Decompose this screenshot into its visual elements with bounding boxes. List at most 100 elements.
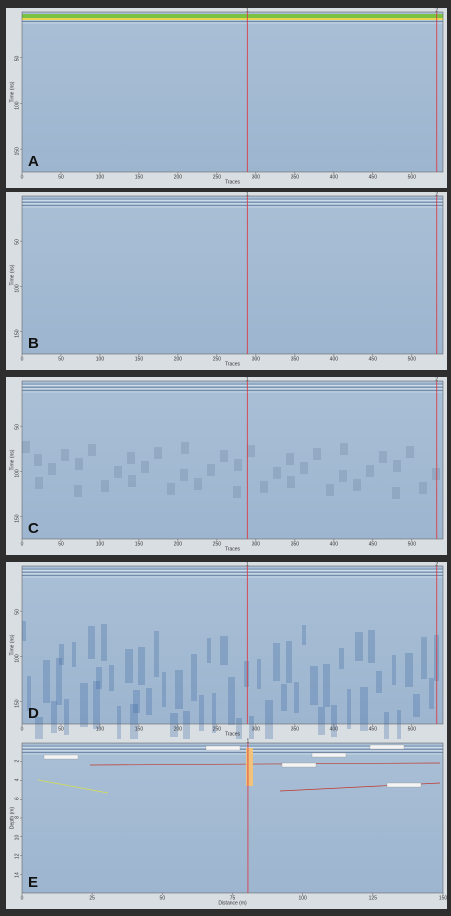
noise xyxy=(51,701,57,733)
noise xyxy=(405,653,413,687)
x-tick-label: 400 xyxy=(330,726,339,732)
x-tick-label: 100 xyxy=(96,356,105,362)
y-axis-label: Time (ns) xyxy=(9,634,15,655)
x-tick-label: 200 xyxy=(174,174,183,180)
noise xyxy=(88,626,95,659)
radargram xyxy=(22,12,443,172)
noise xyxy=(109,665,114,691)
x-tick-label: 250 xyxy=(213,726,222,732)
x-tick-label: 50 xyxy=(58,174,64,180)
x-tick-label: 450 xyxy=(369,356,378,362)
noise xyxy=(392,655,396,685)
marker-label: 1 xyxy=(246,191,249,197)
noise xyxy=(56,658,62,705)
noise xyxy=(310,666,318,705)
noise xyxy=(101,624,107,661)
y-tick-label: 150 xyxy=(14,329,20,338)
noise xyxy=(199,695,204,731)
y-tick-label: 6 xyxy=(14,797,20,800)
noise xyxy=(421,637,427,679)
x-tick-label: 150 xyxy=(135,174,144,180)
x-tick-label: 500 xyxy=(408,174,417,180)
x-axis-label: Distance (m) xyxy=(218,900,247,906)
x-tick-label: 50 xyxy=(58,726,64,732)
x-tick-label: 400 xyxy=(330,174,339,180)
noise xyxy=(392,487,400,499)
marker-label: 1 xyxy=(246,376,249,382)
borehole-log xyxy=(246,748,253,786)
annotation-box xyxy=(44,755,78,759)
marker-label: 2 xyxy=(435,7,438,13)
x-tick-label: 350 xyxy=(291,356,300,362)
noise xyxy=(170,713,178,737)
noise xyxy=(360,687,368,731)
x-tick-label: 450 xyxy=(369,541,378,547)
noise xyxy=(313,448,321,460)
y-tick-label: 10 xyxy=(14,835,20,841)
noise xyxy=(406,446,414,458)
noise xyxy=(294,682,299,713)
noise xyxy=(413,694,420,717)
x-tick-label: 450 xyxy=(369,726,378,732)
y-tick-label: 150 xyxy=(14,147,20,156)
noise xyxy=(300,462,308,474)
x-tick-label: 200 xyxy=(174,356,183,362)
noise xyxy=(125,649,133,683)
noise xyxy=(180,469,188,481)
x-tick-label: 450 xyxy=(369,174,378,180)
x-axis-label: Traces xyxy=(225,361,241,367)
noise xyxy=(181,442,189,454)
noise xyxy=(220,450,228,462)
noise xyxy=(339,648,344,669)
marker-label: 1 xyxy=(247,738,250,744)
x-tick-label: 150 xyxy=(135,541,144,547)
x-tick-label: 150 xyxy=(439,895,448,901)
page: 05010015020025030035040045050050100150Tr… xyxy=(0,0,451,916)
x-axis-label: Traces xyxy=(225,731,241,737)
x-tick-label: 0 xyxy=(21,895,24,901)
noise xyxy=(194,478,202,490)
x-tick-label: 0 xyxy=(21,726,24,732)
x-tick-label: 200 xyxy=(174,541,183,547)
y-axis-label: Time (ns) xyxy=(9,449,15,470)
x-tick-label: 300 xyxy=(252,174,261,180)
x-tick-label: 0 xyxy=(21,356,24,362)
noise xyxy=(286,641,292,683)
noise xyxy=(35,477,43,489)
noise xyxy=(74,485,82,497)
noise xyxy=(138,647,145,685)
noise xyxy=(340,443,348,455)
noise xyxy=(244,661,249,687)
marker-label: 2 xyxy=(435,191,438,197)
noise xyxy=(88,444,96,456)
annotation-box xyxy=(312,753,346,757)
noise xyxy=(207,464,215,476)
noise xyxy=(167,483,175,495)
noise xyxy=(368,630,375,663)
x-tick-label: 250 xyxy=(213,174,222,180)
noise xyxy=(48,463,56,475)
x-tick-label: 25 xyxy=(89,895,95,901)
noise xyxy=(286,453,294,465)
noise xyxy=(191,654,197,701)
noise xyxy=(228,677,235,725)
noise xyxy=(326,484,334,496)
noise xyxy=(393,460,401,472)
x-tick-label: 300 xyxy=(252,541,261,547)
x-tick-label: 500 xyxy=(408,356,417,362)
noise xyxy=(22,441,30,453)
panel-letter: A xyxy=(28,153,39,170)
noise xyxy=(432,468,440,480)
noise xyxy=(162,672,166,707)
x-tick-label: 250 xyxy=(213,541,222,547)
noise xyxy=(183,711,190,739)
x-tick-label: 350 xyxy=(291,726,300,732)
y-tick-label: 150 xyxy=(14,514,20,523)
x-tick-label: 400 xyxy=(330,356,339,362)
noise xyxy=(339,470,347,482)
noise xyxy=(366,465,374,477)
noise xyxy=(429,678,434,709)
y-axis-label: Time (ns) xyxy=(9,264,15,285)
x-tick-label: 100 xyxy=(96,726,105,732)
noise xyxy=(287,476,295,488)
